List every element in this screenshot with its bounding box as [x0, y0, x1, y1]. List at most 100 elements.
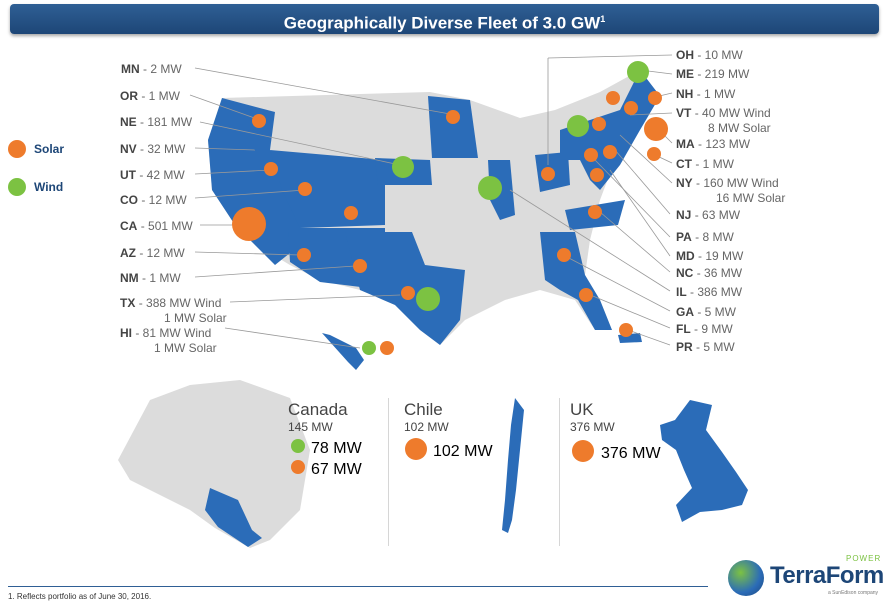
wind-marker-illinois — [478, 176, 502, 200]
state-code: PR — [676, 340, 693, 354]
state-value: - 5 MW — [696, 340, 735, 354]
solar-marker-pr — [619, 323, 633, 337]
label-nc: NC - 36 MW — [676, 266, 742, 280]
state-code: NJ — [676, 208, 692, 222]
state-value-2: 1 MW Solar — [154, 341, 217, 355]
logo-name: TerraForm — [770, 562, 884, 589]
page-title: Geographically Diverse Fleet of 3.0 GW1 — [10, 4, 879, 34]
state-value: - 5 MW — [697, 305, 737, 319]
label-co: CO - 12 MW — [120, 193, 187, 207]
label-az: AZ - 12 MW — [120, 246, 185, 260]
state-value-2: 8 MW Solar — [708, 121, 771, 135]
footnote: 1. Reflects portfolio as of June 30, 201… — [8, 592, 152, 601]
solar-marker-ny — [592, 117, 606, 131]
solar-marker-new-mexico — [353, 259, 367, 273]
solar-marker-arizona — [297, 248, 311, 262]
state-value: - 501 MW — [140, 219, 193, 233]
west-coast-states — [208, 98, 300, 265]
solar-marker-colorado — [344, 206, 358, 220]
state-value: - 123 MW — [698, 137, 751, 151]
solar-marker-ga — [557, 248, 571, 262]
state-value: - 1 MW — [696, 87, 736, 101]
state-code: HI — [120, 326, 132, 340]
solar-marker-ohio — [541, 167, 555, 181]
label-nv: NV - 32 MW — [120, 142, 185, 156]
label-fl: FL - 9 MW — [676, 322, 733, 336]
left-leader-lines — [189, 67, 451, 349]
label-ny: NY - 160 MW Wind — [676, 176, 779, 190]
solar-icon — [8, 140, 26, 158]
state-value: - 10 MW — [697, 48, 743, 62]
state-code: CT — [676, 157, 692, 171]
uk-solar-icon — [572, 440, 594, 462]
chile-solar-value: 102 MW — [433, 443, 493, 460]
solar-marker-minnesota — [446, 110, 460, 124]
label-mn: MN - 2 MW — [121, 62, 182, 76]
state-value: - 219 MW — [697, 67, 750, 81]
uk-total: 376 MW — [570, 420, 615, 434]
state-value: - 9 MW — [694, 322, 733, 336]
solar-marker-oregon — [252, 114, 266, 128]
canada-total: 145 MW — [288, 420, 333, 434]
label-hi: HI - 81 MW Wind — [120, 326, 211, 340]
label-md: MD - 19 MW — [676, 249, 743, 263]
state-code: NV — [120, 142, 137, 156]
terraform-logo: TerraForm POWER a SunEdison company — [728, 554, 884, 600]
state-value: - 32 MW — [140, 142, 186, 156]
state-code: NC — [676, 266, 694, 280]
label-ga: GA - 5 MW — [676, 305, 736, 319]
state-code: TX — [120, 296, 136, 310]
chile-title: Chile — [404, 400, 443, 419]
chile-total: 102 MW — [404, 420, 449, 434]
state-code: VT — [676, 106, 692, 120]
chile-shape — [502, 398, 524, 533]
label-vt: VT - 40 MW Wind — [676, 106, 771, 120]
solar-marker-hawaii — [380, 341, 394, 355]
state-code: NH — [676, 87, 694, 101]
uk-solar-value: 376 MW — [601, 445, 661, 462]
state-code: FL — [676, 322, 691, 336]
ontario-highlight — [205, 488, 262, 547]
label-ct: CT - 1 MW — [676, 157, 734, 171]
label-ma: MA - 123 MW — [676, 137, 750, 151]
state-code: NM — [120, 271, 139, 285]
solar-marker-pa — [584, 148, 598, 162]
state-code: GA — [676, 305, 694, 319]
wind-marker-hawaii — [362, 341, 376, 355]
solar-marker-nevada — [264, 162, 278, 176]
footer-rule — [8, 586, 708, 587]
state-code: PA — [676, 230, 692, 244]
solar-marker-md — [590, 168, 604, 182]
wind-marker-texas — [416, 287, 440, 311]
solar-marker-nc — [588, 205, 602, 219]
wind-marker-nebraska — [392, 156, 414, 178]
state-code: AZ — [120, 246, 136, 260]
state-value: - 12 MW — [139, 246, 185, 260]
state-value: - 1 MW — [142, 271, 181, 285]
state-value: - 8 MW — [695, 230, 734, 244]
solar-marker-massachusetts — [644, 117, 668, 141]
solar-marker-fl — [579, 288, 593, 302]
wind-marker-maine — [627, 61, 649, 83]
state-value: - 386 MW — [690, 285, 743, 299]
hawaii — [322, 333, 364, 370]
state-value: - 63 MW — [694, 208, 741, 222]
label-il: IL - 386 MW — [676, 285, 742, 299]
logo-globe-icon — [728, 560, 764, 596]
northeast — [560, 70, 660, 190]
state-value: - 12 MW — [141, 193, 187, 207]
label-or: OR - 1 MW — [120, 89, 180, 103]
label-ny-line2: 16 MW Solar — [716, 191, 785, 205]
solar-marker-texas — [401, 286, 415, 300]
solar-marker-vermont — [606, 91, 620, 105]
legend-wind-label: Wind — [34, 180, 64, 194]
minnesota — [428, 96, 478, 158]
divider-chile-uk — [559, 398, 560, 546]
wind-marker-new-york — [567, 115, 589, 137]
state-code: OH — [676, 48, 694, 62]
state-code: NE — [120, 115, 137, 129]
label-me: ME - 219 MW — [676, 67, 749, 81]
logo-subtitle: a SunEdison company — [828, 590, 879, 596]
label-ut: UT - 42 MW — [120, 168, 185, 182]
